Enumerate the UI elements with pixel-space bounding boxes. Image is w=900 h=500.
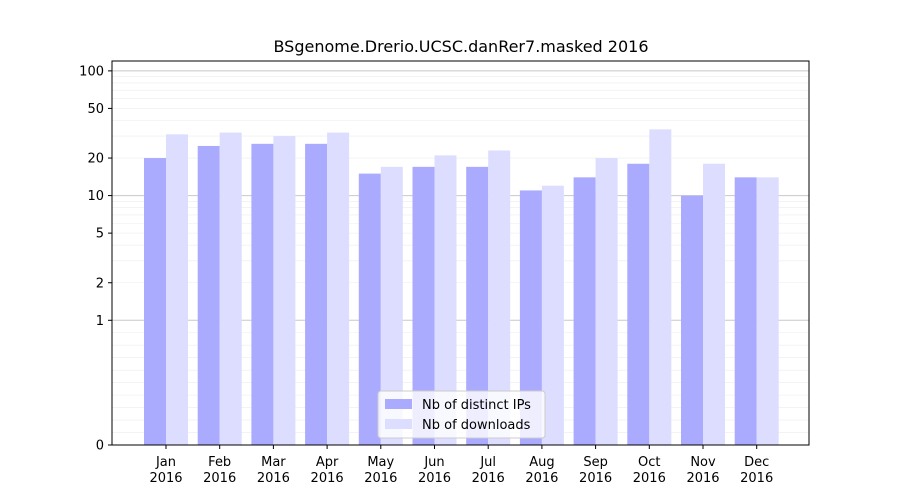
x-tick-label-year: 2016 [257, 471, 290, 486]
x-tick-label-year: 2016 [418, 471, 451, 486]
bar-ips [681, 195, 703, 445]
x-tick-label-year: 2016 [203, 471, 236, 486]
x-tick-label-month: Sep [583, 455, 608, 470]
bar-downloads [219, 132, 242, 446]
legend: Nb of distinct IPs Nb of downloads [377, 390, 546, 439]
bar-ips [519, 190, 542, 445]
x-tick-label-year: 2016 [686, 471, 719, 486]
y-axis: 0 1 2 5 10 20 50 100 [79, 64, 112, 454]
x-tick-label-year: 2016 [311, 471, 344, 486]
x-axis: Jan2016Feb2016Mar2016Apr2016May2016Jun20… [149, 445, 773, 486]
bar-downloads [595, 158, 618, 445]
x-tick-label-year: 2016 [364, 471, 397, 486]
y-tick-label: 20 [87, 152, 104, 167]
bar-ips [197, 145, 220, 446]
bar-ips [466, 166, 489, 445]
x-tick-label-month: Oct [638, 455, 660, 470]
y-tick-label: 5 [96, 227, 104, 242]
bar-ips [627, 163, 650, 445]
x-tick-label-month: Apr [316, 455, 339, 470]
y-tick-label: 1 [96, 314, 104, 329]
y-tick-label: 100 [79, 64, 104, 79]
x-tick-label-month: Jan [155, 455, 176, 470]
x-tick-label-year: 2016 [472, 471, 505, 486]
plot-frame [111, 60, 810, 446]
x-tick-label-year: 2016 [633, 471, 666, 486]
bar-downloads [703, 163, 725, 445]
chart-title: BSgenome.Drerio.UCSC.danRer7.masked 2016 [273, 37, 648, 56]
bar-downloads [273, 136, 296, 446]
bar-downloads [488, 150, 511, 445]
x-tick-label-year: 2016 [740, 471, 773, 486]
x-tick-label-month: Mar [261, 455, 286, 470]
bar-downloads [380, 166, 403, 445]
bar-downloads [327, 132, 350, 446]
bar-ips [412, 166, 435, 445]
y-tick-label: 0 [96, 439, 104, 454]
bar-ips [358, 173, 381, 445]
bar-ips [734, 177, 757, 445]
bar-downloads [166, 134, 188, 445]
legend-label-downloads: Nb of downloads [422, 418, 531, 433]
legend-label-ips: Nb of distinct IPs [422, 398, 531, 413]
bar-ips [144, 158, 166, 445]
x-tick-label-month: Nov [690, 455, 716, 470]
bars [144, 129, 779, 446]
bar-ips [573, 177, 596, 445]
x-tick-label-month: May [367, 455, 394, 470]
x-tick-label-month: Jul [479, 455, 496, 470]
bar-ips [305, 143, 328, 446]
bar-downloads [541, 185, 564, 445]
bar-downloads [649, 129, 672, 446]
x-tick-label-year: 2016 [579, 471, 612, 486]
bar-downloads [434, 155, 457, 445]
y-tick-label: 10 [87, 189, 104, 204]
legend-swatch-downloads [385, 419, 412, 429]
x-tick-label-year: 2016 [525, 471, 558, 486]
x-tick-label-month: Aug [529, 455, 554, 470]
bar-downloads [756, 177, 779, 445]
legend-box [377, 390, 546, 439]
x-tick-label-month: Jun [423, 455, 444, 470]
bar-ips [251, 143, 274, 446]
y-tick-label: 2 [96, 276, 104, 291]
y-tick-label: 50 [87, 102, 104, 117]
x-tick-label-year: 2016 [149, 471, 182, 486]
x-tick-label-month: Dec [744, 455, 769, 470]
legend-swatch-ips [385, 399, 412, 409]
x-tick-label-month: Feb [208, 455, 231, 470]
